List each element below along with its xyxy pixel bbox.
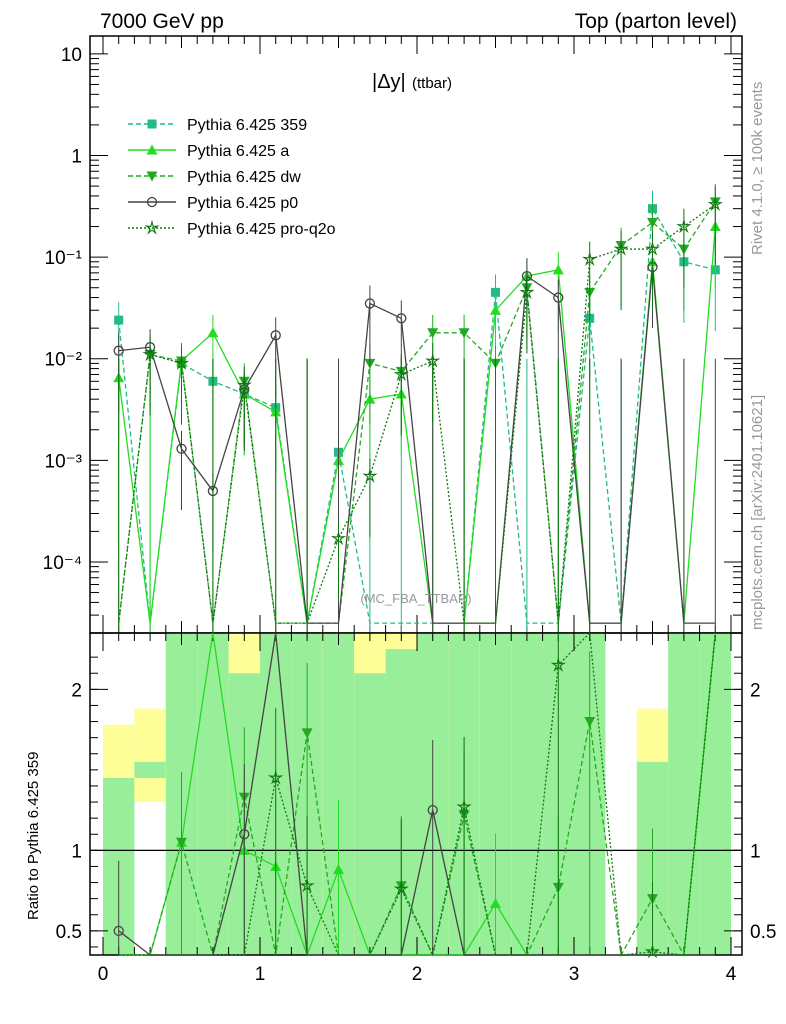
x-tick-label: 2 — [412, 964, 423, 985]
series-line — [118, 266, 716, 624]
ratio-band-green — [668, 633, 700, 955]
data-point — [707, 196, 723, 211]
data-point — [644, 943, 661, 959]
legend: Pythia 6.425 359 Pythia 6.425 a Pythia 6.4… — [128, 117, 336, 238]
legend-label: Pythia 6.425 359 — [187, 117, 307, 134]
ratio-band-green — [134, 761, 166, 778]
data-point — [362, 468, 378, 483]
y-tick-label: 10⁻³ — [45, 451, 83, 472]
ratio-band-green — [354, 673, 386, 955]
ratio-y-tick-label: 0.5 — [750, 922, 776, 943]
data-point — [550, 657, 567, 672]
ratio-series-line — [118, 632, 716, 958]
data-point — [519, 284, 535, 299]
data-point — [299, 877, 315, 893]
data-point — [176, 837, 187, 848]
series-line — [118, 206, 716, 624]
data-point — [647, 217, 658, 228]
data-point — [490, 897, 501, 908]
ratio-series-line — [118, 632, 716, 956]
header-right: Top (parton level) — [575, 10, 737, 33]
series-line — [118, 203, 716, 624]
data-point — [333, 864, 344, 875]
data-point — [396, 313, 407, 324]
data-point — [142, 346, 158, 362]
data-point — [113, 345, 124, 356]
plot-title-suffix: (ttbar) — [412, 75, 452, 92]
data-point — [330, 530, 347, 546]
data-point — [147, 119, 157, 129]
ratio-band-yellow — [134, 708, 166, 803]
data-point — [393, 880, 410, 896]
data-point — [270, 330, 281, 341]
data-point — [114, 315, 124, 325]
data-point — [424, 352, 441, 368]
ratio-y-tick-label: 0.5 — [56, 922, 82, 943]
ratio-band-green — [197, 633, 229, 955]
data-point — [456, 798, 472, 814]
data-point — [581, 251, 598, 266]
data-point — [267, 769, 284, 785]
y-tick-label: 1 — [71, 147, 82, 168]
data-point — [613, 241, 629, 256]
x-tick-label: 3 — [569, 964, 580, 985]
y-tick-label: 10 — [61, 45, 82, 66]
header-left: 7000 GeV pp — [100, 10, 224, 33]
data-point — [176, 443, 187, 454]
legend-label: Pythia 6.425 pro-q2o — [187, 221, 336, 238]
rivet-label: Rivet 4.1.0, ≥ 100k events — [749, 82, 766, 255]
legend-label: Pythia 6.425 a — [187, 143, 289, 160]
series-line — [118, 201, 716, 624]
ratio-y-tick-label: 2 — [750, 680, 761, 701]
plot-title: |Δy| — [372, 71, 406, 93]
legend-label: Pythia 6.425 dw — [187, 169, 301, 186]
data-point — [146, 196, 158, 208]
data-point — [236, 377, 252, 392]
data-point — [173, 355, 190, 370]
y-tick-label: 10⁻¹ — [45, 248, 83, 269]
ratio-y-tick-label: 1 — [71, 841, 82, 862]
ratio-plot: 0 1 2 3 4 0.5 0.5 1 1 2 2 — [56, 631, 776, 985]
data-point — [584, 717, 596, 728]
data-point — [364, 298, 376, 309]
data-point — [146, 144, 158, 155]
data-point — [676, 218, 692, 234]
data-point — [239, 829, 250, 840]
data-point — [144, 219, 160, 235]
data-point — [552, 264, 564, 275]
data-point — [644, 241, 661, 256]
data-point — [207, 327, 219, 338]
ratio-y-tick-label: 2 — [71, 680, 82, 701]
x-tick-label: 1 — [255, 964, 266, 985]
data-point — [393, 366, 409, 381]
data-point — [146, 171, 158, 182]
ratio-band-green — [699, 633, 731, 955]
ratio-ylabel: Ratio to Pythia 6.425 359 — [25, 752, 42, 920]
ratio-y-tick-label: 1 — [750, 841, 761, 862]
data-point — [427, 328, 439, 339]
data-point — [458, 328, 470, 339]
x-tick-label: 4 — [726, 964, 737, 985]
data-point — [490, 304, 501, 315]
mcplots-label: mcplots.cern.ch [arXiv:2401.10621] — [749, 395, 766, 630]
y-tick-label: 10⁻² — [45, 350, 83, 371]
analysis-label: (MC_FBA_TTBAR) — [360, 591, 471, 606]
main-plot: 10 1 10⁻¹ 10⁻² 10⁻³ 10⁻⁴ — [43, 35, 743, 634]
y-tick-label: 10⁻⁴ — [43, 553, 82, 574]
x-tick-label: 0 — [98, 964, 109, 985]
data-point — [301, 728, 313, 739]
data-point — [113, 925, 124, 936]
legend-label: Pythia 6.425 p0 — [187, 195, 298, 212]
ratio-band-green — [511, 633, 543, 955]
data-point — [553, 292, 564, 303]
data-point — [427, 804, 438, 816]
